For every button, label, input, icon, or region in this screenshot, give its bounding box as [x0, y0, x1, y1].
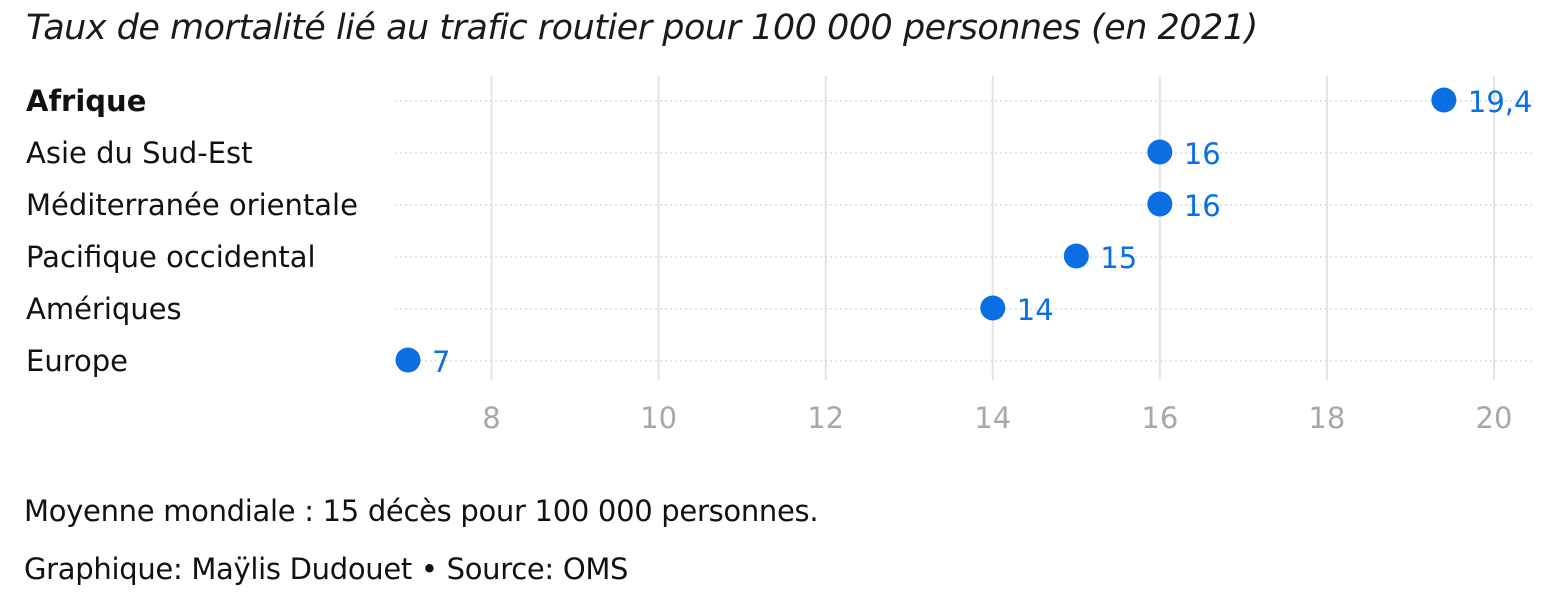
x-tick-label: 18 [1308, 401, 1345, 435]
value-label: 7 [432, 345, 450, 379]
x-tick-label: 10 [640, 401, 677, 435]
data-point [1063, 243, 1089, 269]
category-label: Afrique [26, 84, 146, 118]
x-tick-label: 12 [807, 401, 844, 435]
category-label: Europe [26, 344, 128, 378]
x-tick-label: 8 [482, 401, 500, 435]
x-tick-label: 14 [974, 401, 1011, 435]
chart-title: Taux de mortalité lié au trafic routier … [26, 8, 1258, 48]
value-label: 14 [1017, 293, 1054, 327]
data-point [1147, 139, 1173, 165]
x-axis-ticks: 8 10 12 14 16 18 20 [482, 401, 1512, 435]
row-guides [395, 100, 1532, 362]
data-point [395, 347, 421, 373]
value-label: 19,4 [1468, 85, 1533, 119]
category-label: Pacifique occidental [26, 240, 316, 274]
x-tick-label: 20 [1476, 401, 1513, 435]
value-label: 16 [1184, 189, 1221, 223]
value-label: 16 [1184, 137, 1221, 171]
data-point [1431, 87, 1457, 113]
vertical-gridlines [490, 76, 1495, 380]
category-labels: Afrique Asie du Sud-Est Méditerranée orien… [26, 84, 358, 378]
dot-plot: Afrique Asie du Sud-Est Méditerranée orien… [26, 76, 1532, 435]
value-label: 15 [1100, 241, 1137, 275]
category-label: Méditerranée orientale [26, 188, 358, 222]
category-label: Asie du Sud-Est [26, 136, 253, 170]
data-labels: 19,4 16 16 15 14 7 [432, 85, 1532, 379]
source-credit: Graphique: Maÿlis Dudouet • Source: OMS [24, 552, 629, 586]
category-label: Amériques [26, 292, 182, 326]
x-tick-label: 16 [1141, 401, 1178, 435]
data-point [1147, 191, 1173, 217]
global-average-note: Moyenne mondiale : 15 décès pour 100 000… [24, 494, 819, 528]
data-point [980, 295, 1006, 321]
data-points [395, 87, 1457, 373]
